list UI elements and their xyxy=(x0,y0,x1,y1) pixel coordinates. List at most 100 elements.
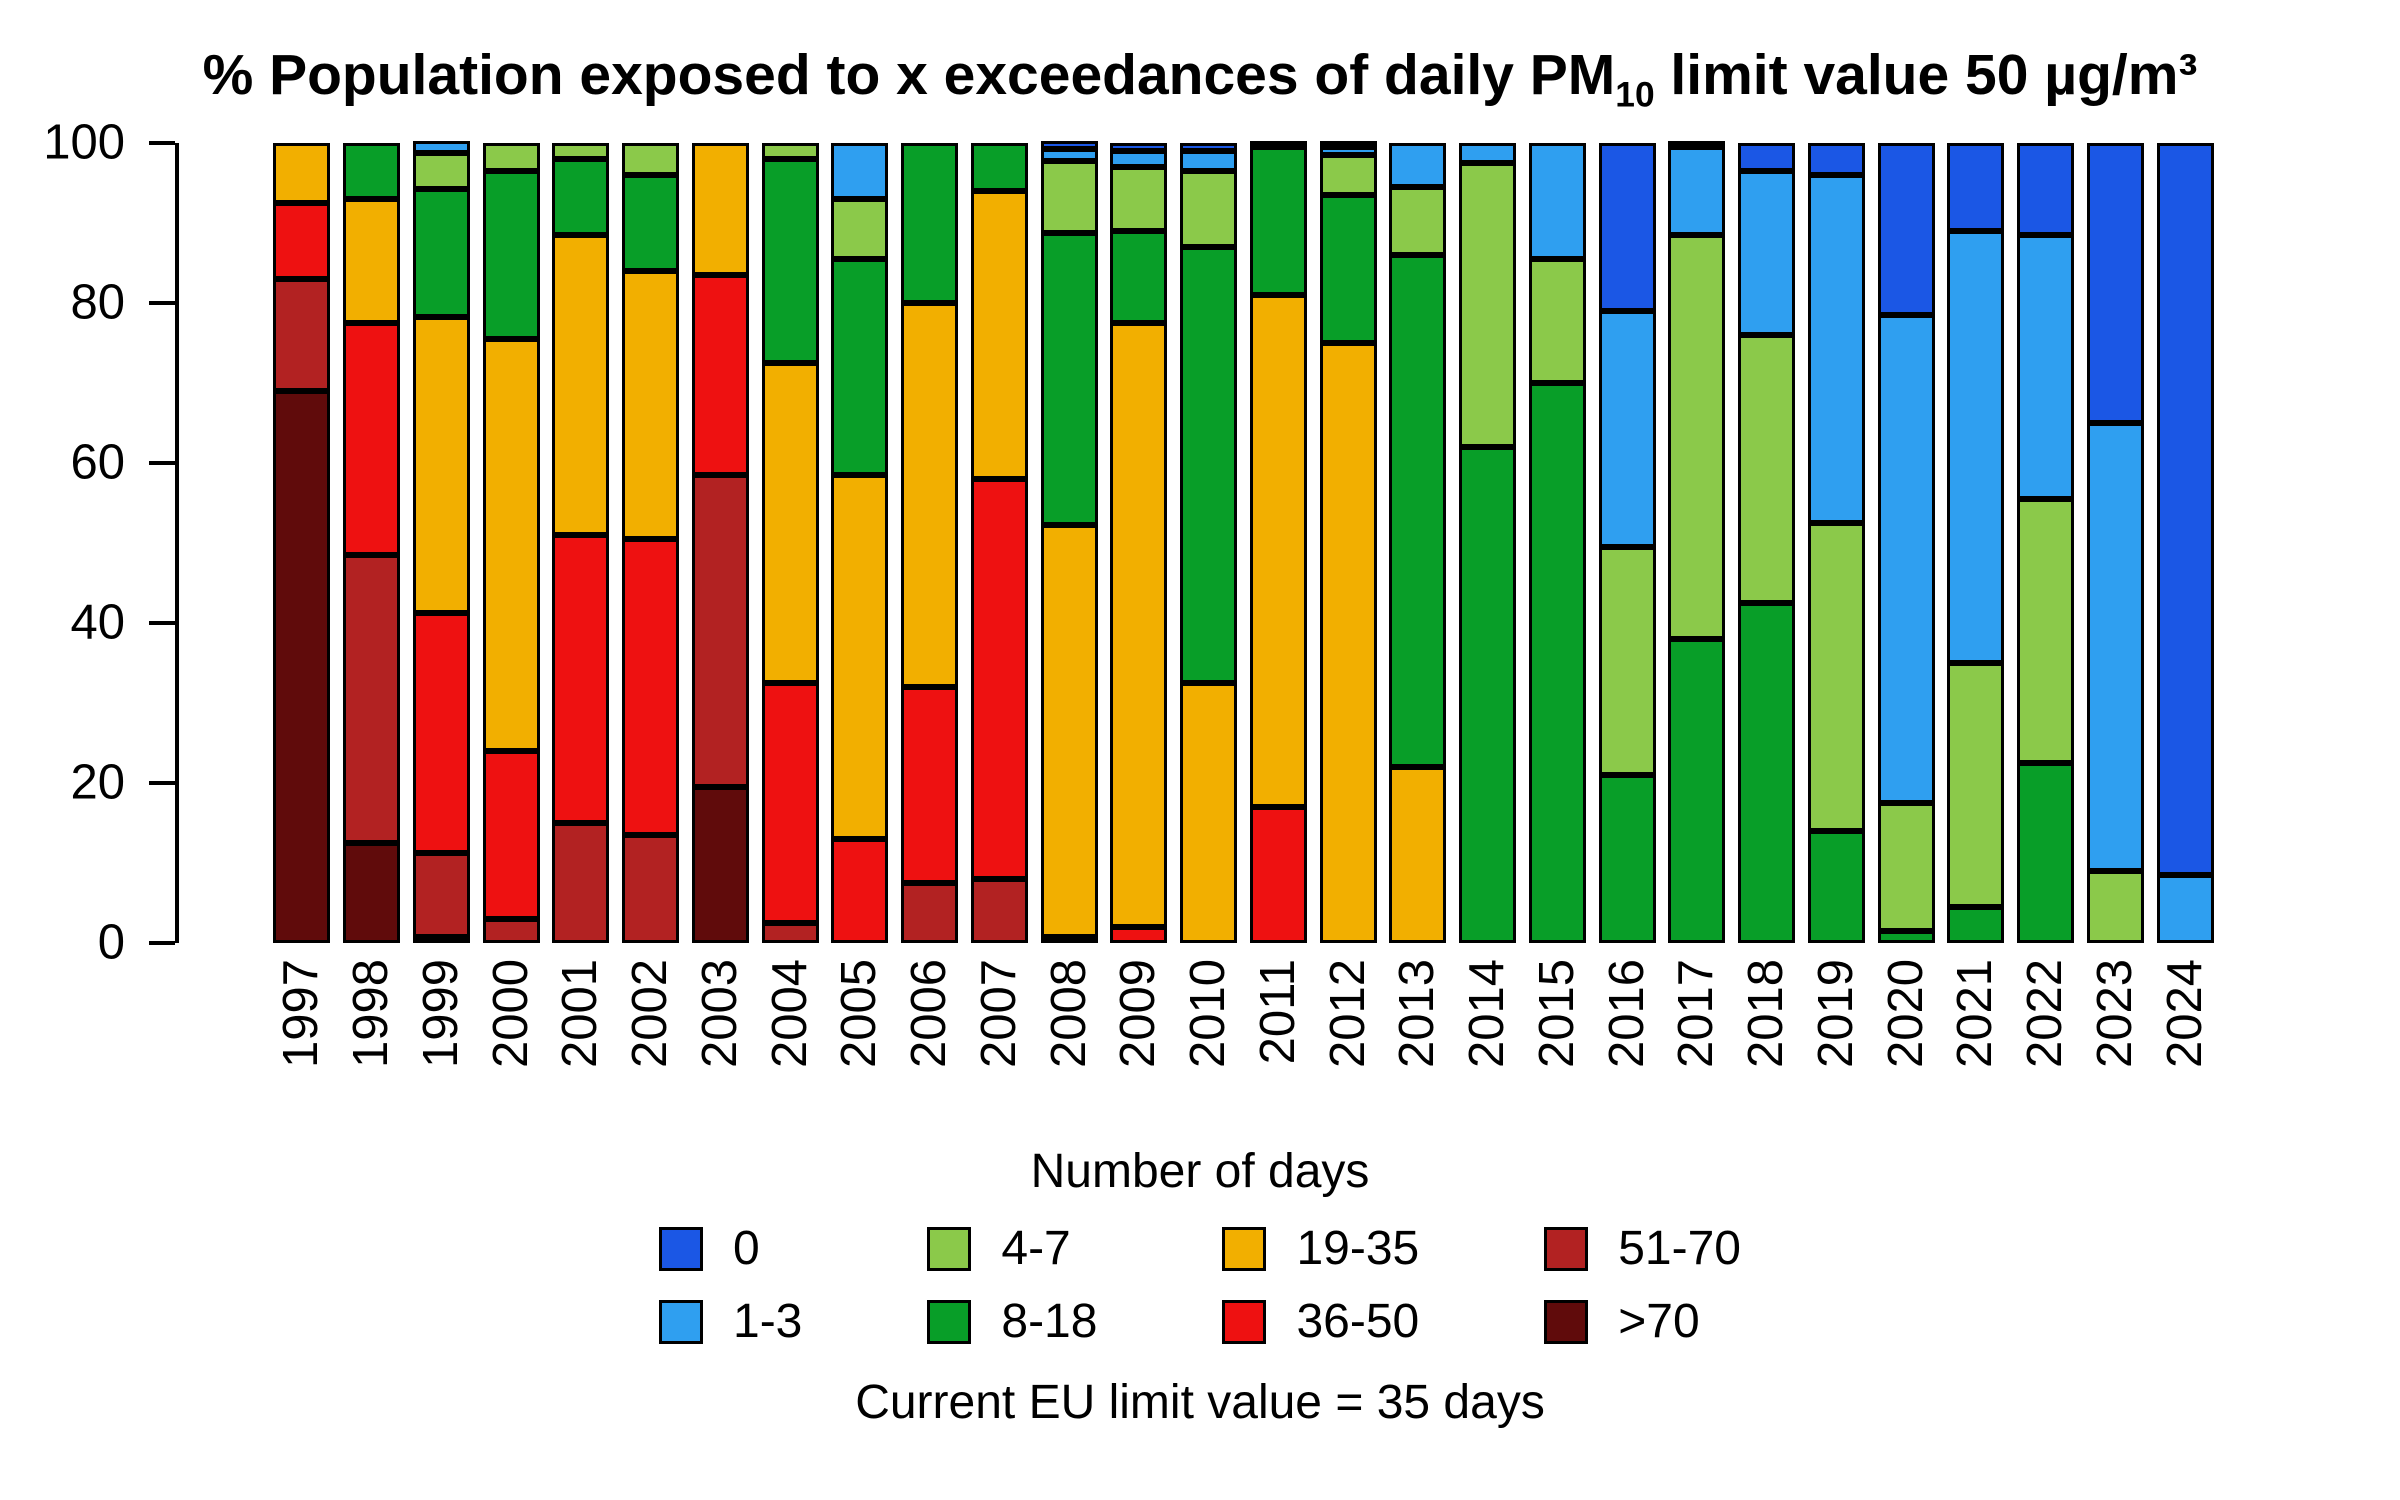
bar-segment-8-18 xyxy=(901,143,959,304)
bar-segment-8-18 xyxy=(343,143,401,200)
bar-segment-1-3 xyxy=(1738,171,1796,336)
bar-slot xyxy=(825,143,895,944)
legend-swatch xyxy=(927,1226,972,1271)
bar-segment-19-35 xyxy=(901,303,959,688)
stacked-bar-2001 xyxy=(552,143,610,944)
bar-segment-1-3 xyxy=(831,143,889,200)
x-label-slot: 2017 xyxy=(1662,943,1732,1128)
bar-slot xyxy=(2011,143,2081,944)
bar-segment-4-7 xyxy=(1807,523,1865,832)
bar-segment-4-7 xyxy=(831,199,889,260)
bar-segment-1-3 xyxy=(1807,175,1865,524)
y-tick-label: 60 xyxy=(70,435,125,490)
y-tick-label: 80 xyxy=(70,275,125,330)
bar-segment-51-70 xyxy=(691,475,749,788)
bar-segment-19-35 xyxy=(1249,295,1307,808)
bar-segment-8-18 xyxy=(552,159,610,236)
bar-segment-8-18 xyxy=(2017,763,2075,944)
bar-segment-4-7 xyxy=(1389,187,1447,256)
legend-label: 51-70 xyxy=(1618,1222,1741,1276)
legend-item-8-18: 8-18 xyxy=(927,1294,1097,1349)
x-tick-label: 2022 xyxy=(2018,959,2073,1069)
bar-segment-36-50 xyxy=(1249,807,1307,944)
x-tick-label: 2009 xyxy=(1111,959,1166,1069)
bar-segment-36-50 xyxy=(552,535,610,824)
bar-slot xyxy=(1313,141,1383,944)
stacked-bar-2012 xyxy=(1319,141,1377,944)
stacked-bar-2007 xyxy=(970,143,1028,944)
legend-item-51-70: 51-70 xyxy=(1544,1221,1741,1276)
bar-slot xyxy=(2081,143,2151,944)
bar-segment-51-70 xyxy=(622,835,680,944)
bar-segment-36-50 xyxy=(412,613,470,854)
bar-segment-4-7 xyxy=(482,143,540,172)
legend-item-4-7: 4-7 xyxy=(927,1221,1097,1276)
legend-swatch xyxy=(1544,1226,1589,1271)
y-tick-mark xyxy=(149,301,175,306)
bar-segment-8-18 xyxy=(1528,383,1586,944)
x-label-slot: 2010 xyxy=(1174,943,1244,1128)
stacked-bar-1998 xyxy=(343,143,401,944)
bar-slot xyxy=(267,143,337,944)
bar-segment-8-18 xyxy=(1110,231,1168,324)
stacked-bar-2022 xyxy=(2017,143,2075,944)
x-axis-labels: 1997 1998 1999 2000 2001 2002 2003 2004 2005 2006… xyxy=(175,943,2400,1128)
stacked-bar-2014 xyxy=(1459,143,1517,944)
legend: Number of days 0 1-3 4-7 8-18 19-35 36-50 51-7… xyxy=(0,1144,2400,1430)
x-label-slot: 2001 xyxy=(546,943,616,1128)
bar-segment-8-18 xyxy=(970,143,1028,192)
legend-label: 1-3 xyxy=(733,1295,803,1349)
x-tick-label: 2016 xyxy=(1599,959,1654,1069)
legend-grid: 0 1-3 4-7 8-18 19-35 36-50 51-70 >70 xyxy=(0,1221,2400,1349)
bar-segment-4-7 xyxy=(1528,259,1586,384)
x-label-slot: 2002 xyxy=(616,943,686,1128)
stacked-bar-2018 xyxy=(1738,143,1796,944)
legend-item-19-35: 19-35 xyxy=(1222,1221,1419,1276)
y-axis: 0 20 40 60 80 100 xyxy=(0,118,175,967)
bar-segment-0 xyxy=(1598,143,1656,312)
y-tick-mark xyxy=(149,941,175,946)
bar-segment-1-3 xyxy=(412,141,470,154)
x-label-slot: 1998 xyxy=(337,943,407,1128)
bar-segment-8-18 xyxy=(1319,195,1377,344)
stacked-bar-2006 xyxy=(901,143,959,944)
y-tick-mark xyxy=(149,461,175,466)
stacked-bar-2023 xyxy=(2086,143,2144,944)
bar-segment-0 xyxy=(1040,141,1098,150)
x-label-slot: 2004 xyxy=(755,943,825,1128)
legend-swatch xyxy=(659,1226,703,1271)
bar-segment-19-35 xyxy=(343,199,401,324)
x-label-slot: 2021 xyxy=(1941,943,2011,1128)
legend-label: 4-7 xyxy=(1001,1222,1071,1276)
bar-segment->70 xyxy=(412,937,470,944)
x-tick-label: 2000 xyxy=(483,959,538,1069)
bar-segment-0 xyxy=(1947,143,2005,232)
legend-item-36-50: 36-50 xyxy=(1222,1294,1419,1349)
bar-segment-0 xyxy=(2156,143,2214,876)
x-tick-label: 2017 xyxy=(1669,959,1724,1069)
x-tick-label: 2002 xyxy=(623,959,678,1069)
stacked-bar-2011 xyxy=(1249,141,1307,944)
bar-segment-4-7 xyxy=(1738,335,1796,604)
bar-segment-0 xyxy=(1249,141,1307,148)
bar-segment-19-35 xyxy=(1389,767,1447,944)
legend-swatch xyxy=(1544,1299,1589,1344)
bar-segment-8-18 xyxy=(1738,603,1796,944)
bar-segment-4-7 xyxy=(412,153,470,190)
bar-segment-8-18 xyxy=(1459,447,1517,944)
stacked-bar-2024 xyxy=(2156,143,2214,944)
x-label-slot: 2019 xyxy=(1802,943,1872,1128)
y-tick-label: 0 xyxy=(97,915,125,970)
bar-slot xyxy=(1104,143,1174,944)
plot-area xyxy=(175,141,2400,944)
y-tick-mark xyxy=(149,621,175,626)
x-label-slot: 2013 xyxy=(1383,943,1453,1128)
bar-segment-4-7 xyxy=(1040,161,1098,234)
y-tick-mark xyxy=(149,141,175,146)
bar-segment-8-18 xyxy=(1389,255,1447,768)
bar-slot xyxy=(965,143,1035,944)
bar-segment-36-50 xyxy=(273,203,331,280)
bar-segment-8-18 xyxy=(1807,831,1865,944)
x-label-slot: 1997 xyxy=(267,943,337,1128)
bar-segment-4-7 xyxy=(1459,163,1517,448)
